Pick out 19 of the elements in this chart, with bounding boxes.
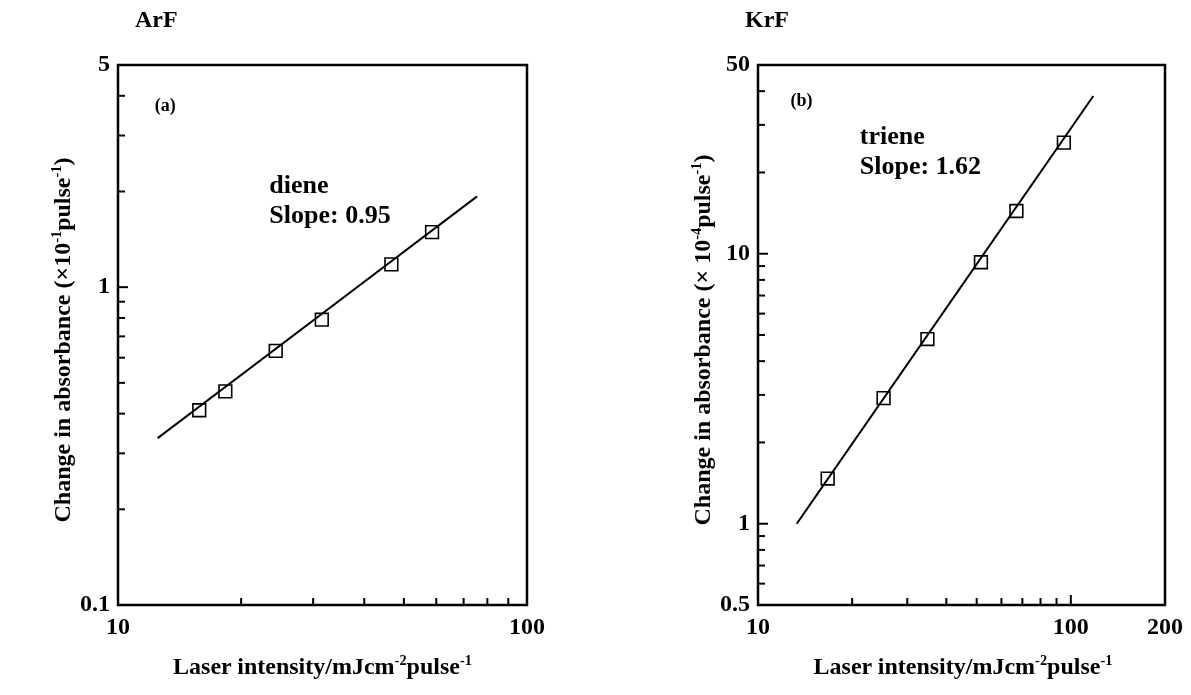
x-tick-label: 100: [1052, 612, 1089, 639]
y-tick-label: 1: [98, 272, 110, 299]
annotation: Slope: 1.62: [859, 151, 982, 181]
y-tick-label: 5: [98, 50, 110, 77]
y-tick-label: 10: [726, 238, 750, 265]
y-tick-label: 0.1: [80, 590, 110, 617]
x-axis-title: Laser intensity/mJcm$^{-2}$pulse$^{-1}$: [173, 652, 472, 680]
annotation: Slope: 0.95: [269, 199, 391, 229]
annotation: (a): [154, 95, 176, 117]
annotation: (b): [790, 89, 813, 111]
annotation: triene: [859, 121, 925, 151]
chart-title: ArF: [135, 6, 178, 33]
annotation: diene: [269, 169, 329, 199]
x-tick-label: 100: [509, 612, 545, 639]
chart-title: KrF: [745, 6, 789, 33]
y-tick-label: 1: [738, 508, 750, 535]
x-axis-title: Laser intensity/mJcm$^{-2}$pulse$^{-1}$: [813, 652, 1113, 680]
y-tick-label: 50: [726, 50, 750, 77]
x-tick-label: 200: [1147, 612, 1183, 639]
